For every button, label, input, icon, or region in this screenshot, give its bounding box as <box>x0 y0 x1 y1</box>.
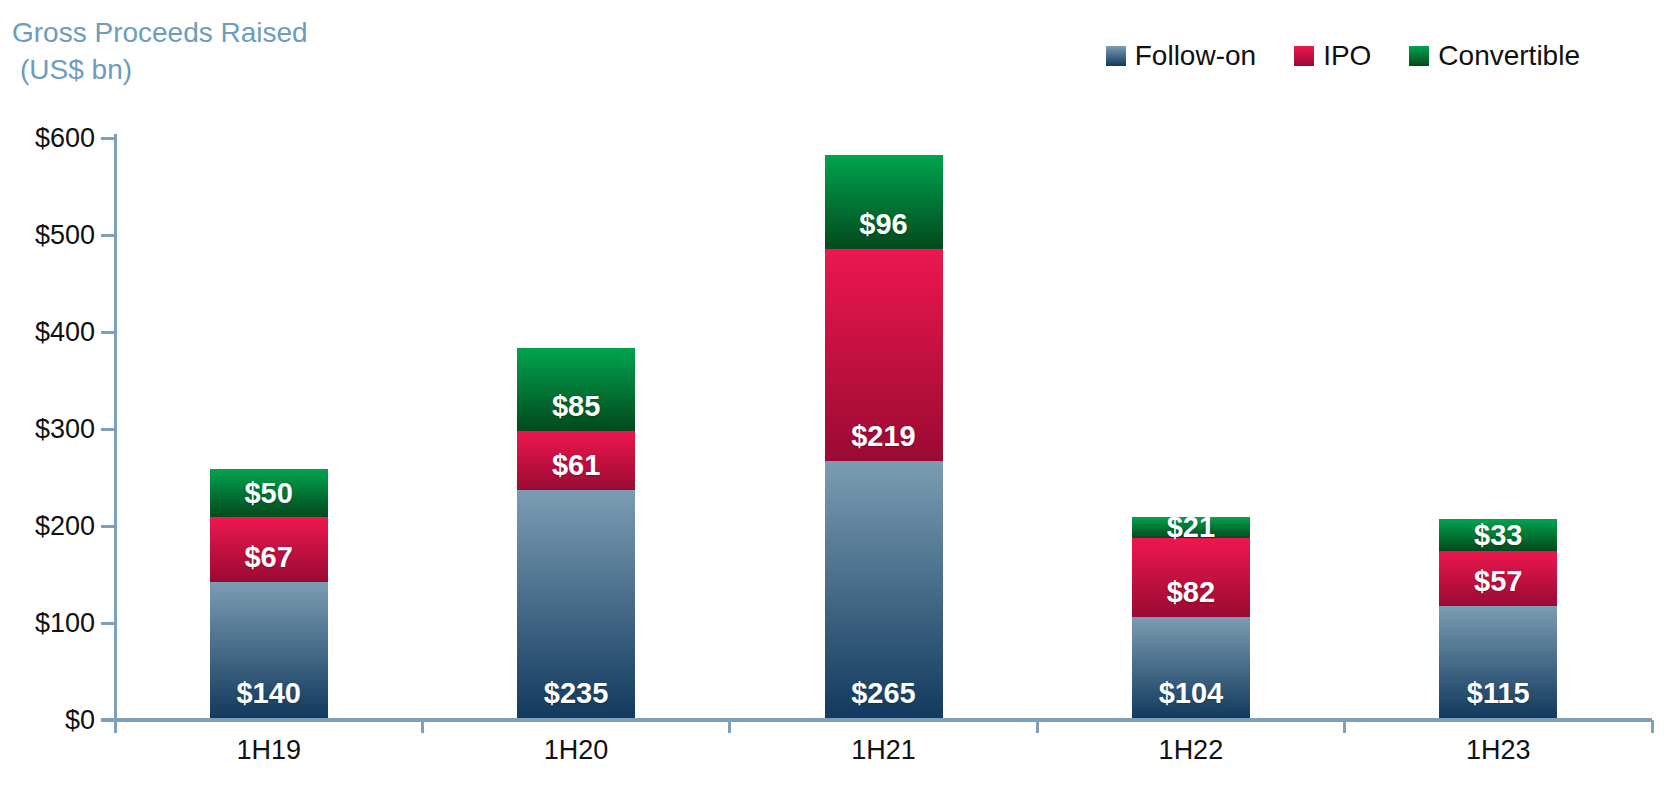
x-tick-label: 1H21 <box>804 735 964 766</box>
bar-segment-convertible: $21 <box>1132 517 1250 537</box>
bar-segment-ipo: $219 <box>825 249 943 461</box>
y-axis-tick <box>101 622 115 625</box>
x-tick-label: 1H22 <box>1111 735 1271 766</box>
bar-segment-convertible: $85 <box>517 348 635 430</box>
bar-value-label: $235 <box>517 678 635 708</box>
x-tick-label: 1H20 <box>496 735 656 766</box>
y-axis-tick <box>101 525 115 528</box>
bar-value-label: $115 <box>1439 678 1557 708</box>
bar-value-label: $57 <box>1439 566 1557 596</box>
chart-canvas: Gross Proceeds Raised (US$ bn) Follow-on… <box>0 0 1671 796</box>
y-axis-tick <box>101 428 115 431</box>
bar-value-label: $21 <box>1132 512 1250 542</box>
y-tick-label: $400 <box>0 315 95 349</box>
y-tick-label: $300 <box>0 412 95 446</box>
bar-segment-convertible: $96 <box>825 155 943 248</box>
y-tick-label: $0 <box>0 703 95 737</box>
bar-value-label: $219 <box>825 421 943 451</box>
bar-value-label: $104 <box>1132 678 1250 708</box>
bar-segment-ipo: $57 <box>1439 551 1557 606</box>
bar-value-label: $33 <box>1439 520 1557 550</box>
x-axis-tick <box>1036 720 1039 733</box>
bar-segment-follow-on: $115 <box>1439 606 1557 718</box>
bar-value-label: $61 <box>517 450 635 480</box>
x-axis-tick <box>421 720 424 733</box>
bar-value-label: $82 <box>1132 577 1250 607</box>
bar-segment-ipo: $82 <box>1132 538 1250 618</box>
bar-segment-ipo: $67 <box>210 517 328 582</box>
y-tick-label: $600 <box>0 121 95 155</box>
x-axis-tick <box>1651 720 1654 733</box>
x-tick-label: 1H23 <box>1418 735 1578 766</box>
x-tick-label: 1H19 <box>189 735 349 766</box>
x-axis-tick <box>114 720 117 733</box>
x-axis-line <box>101 718 1652 722</box>
y-axis-tick <box>101 234 115 237</box>
x-axis-tick <box>1343 720 1346 733</box>
bar-segment-follow-on: $265 <box>825 461 943 718</box>
bar-value-label: $265 <box>825 678 943 708</box>
bar-value-label: $50 <box>210 478 328 508</box>
y-tick-label: $500 <box>0 218 95 252</box>
x-axis-tick <box>728 720 731 733</box>
bar-value-label: $140 <box>210 678 328 708</box>
bar-segment-follow-on: $140 <box>210 582 328 718</box>
y-tick-label: $100 <box>0 606 95 640</box>
bar-value-label: $85 <box>517 391 635 421</box>
bar-segment-follow-on: $235 <box>517 490 635 718</box>
bar-value-label: $67 <box>210 542 328 572</box>
bar-value-label: $96 <box>825 209 943 239</box>
plot-area: $0 $100 $200 $300 $400 $500 $600 $140 $67 $50 1H19… <box>0 0 1671 796</box>
bar-segment-convertible: $33 <box>1439 519 1557 551</box>
y-axis-line <box>114 134 117 733</box>
y-axis-tick <box>101 137 115 140</box>
y-axis-tick <box>101 331 115 334</box>
bar-segment-follow-on: $104 <box>1132 617 1250 718</box>
bar-segment-ipo: $61 <box>517 431 635 490</box>
bar-segment-convertible: $50 <box>210 469 328 518</box>
y-tick-label: $200 <box>0 509 95 543</box>
